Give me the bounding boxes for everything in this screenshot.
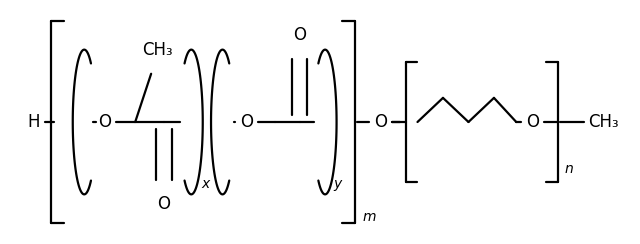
Text: O: O: [240, 113, 253, 131]
Text: O: O: [293, 26, 306, 44]
Text: O: O: [374, 113, 387, 131]
Text: CH₃: CH₃: [588, 113, 619, 131]
Text: n: n: [564, 162, 573, 176]
Text: O: O: [157, 195, 170, 213]
Text: O: O: [525, 113, 539, 131]
Text: CH₃: CH₃: [142, 41, 173, 59]
Text: O: O: [98, 113, 111, 131]
Text: m: m: [362, 210, 376, 224]
Text: H: H: [27, 113, 40, 131]
Text: y: y: [333, 176, 342, 191]
Text: x: x: [201, 176, 209, 191]
